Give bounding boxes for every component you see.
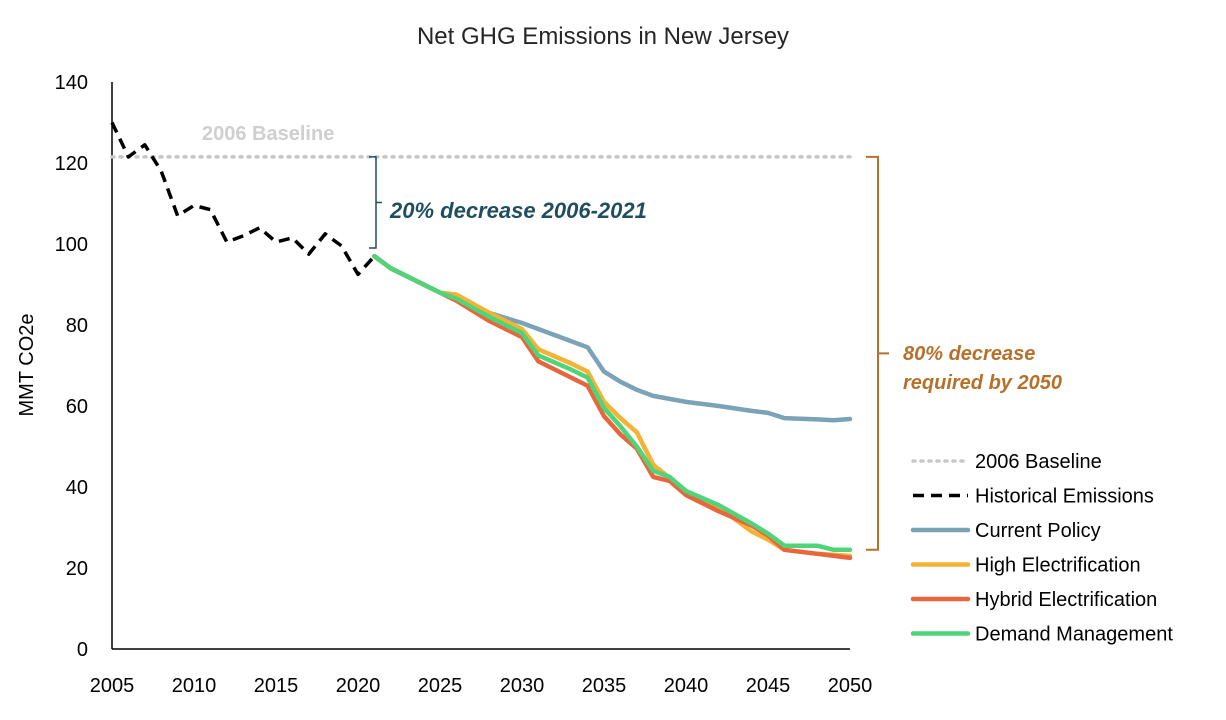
x-tick-label: 2015 <box>254 675 299 697</box>
x-tick-label: 2045 <box>746 675 791 697</box>
legend-label-demand-management: Demand Management <box>975 624 1173 646</box>
y-tick-label: 80 <box>66 315 88 337</box>
x-tick-label: 2040 <box>664 675 709 697</box>
series-line-current-policy <box>372 253 853 423</box>
x-tick-label: 2025 <box>418 675 463 697</box>
series-lines <box>110 121 853 561</box>
x-tick-label: 2030 <box>500 675 545 697</box>
baseline-label: 2006 Baseline <box>202 123 334 145</box>
axes <box>111 82 850 650</box>
y-tick-label: 100 <box>55 234 88 256</box>
legend-label-hybrid-electrification: Hybrid Electrification <box>975 589 1157 611</box>
legend-label-historical-emissions: Historical Emissions <box>975 486 1154 508</box>
decrease-2050-label-line1: 80% decrease <box>903 343 1035 365</box>
y-axis-label: MMT CO2e <box>16 314 38 417</box>
y-tick-label: 140 <box>55 72 88 94</box>
decrease-2050-label-line2: required by 2050 <box>903 372 1062 394</box>
decrease-2021-bracket <box>369 156 382 249</box>
y-tick-labels: 0 20 40 60 80 100 120 140 <box>55 72 88 661</box>
x-tick-label: 2020 <box>336 675 381 697</box>
x-tick-label: 2010 <box>172 675 217 697</box>
decrease-2021-label: 20% decrease 2006-2021 <box>389 198 647 223</box>
chart-title: Net GHG Emissions in New Jersey <box>417 23 789 50</box>
legend-label-2006-baseline: 2006 Baseline <box>975 451 1102 473</box>
x-tick-labels: 2005 2010 2015 2020 2025 2030 2035 2040 2045 2050 <box>90 675 873 697</box>
series-line-high-electrification <box>372 253 853 559</box>
y-tick-label: 40 <box>66 477 88 499</box>
legend-label-current-policy: Current Policy <box>975 520 1101 542</box>
x-tick-label: 2050 <box>828 675 873 697</box>
legend: 2006 Baseline Historical Emissions Current… <box>910 451 1173 646</box>
series-line-demand-management <box>372 253 853 553</box>
y-tick-label: 60 <box>66 396 88 418</box>
series-line-historical-emissions <box>110 121 376 277</box>
decrease-2050-bracket <box>866 155 889 551</box>
x-tick-label: 2005 <box>90 675 135 697</box>
y-tick-label: 20 <box>66 558 88 580</box>
y-tick-label: 0 <box>77 639 88 661</box>
y-tick-label: 120 <box>55 153 88 175</box>
annotations: 2006 Baseline 20% decrease 2006-2021 80%… <box>202 123 1062 551</box>
x-tick-label: 2035 <box>582 675 627 697</box>
legend-label-high-electrification: High Electrification <box>975 555 1141 577</box>
